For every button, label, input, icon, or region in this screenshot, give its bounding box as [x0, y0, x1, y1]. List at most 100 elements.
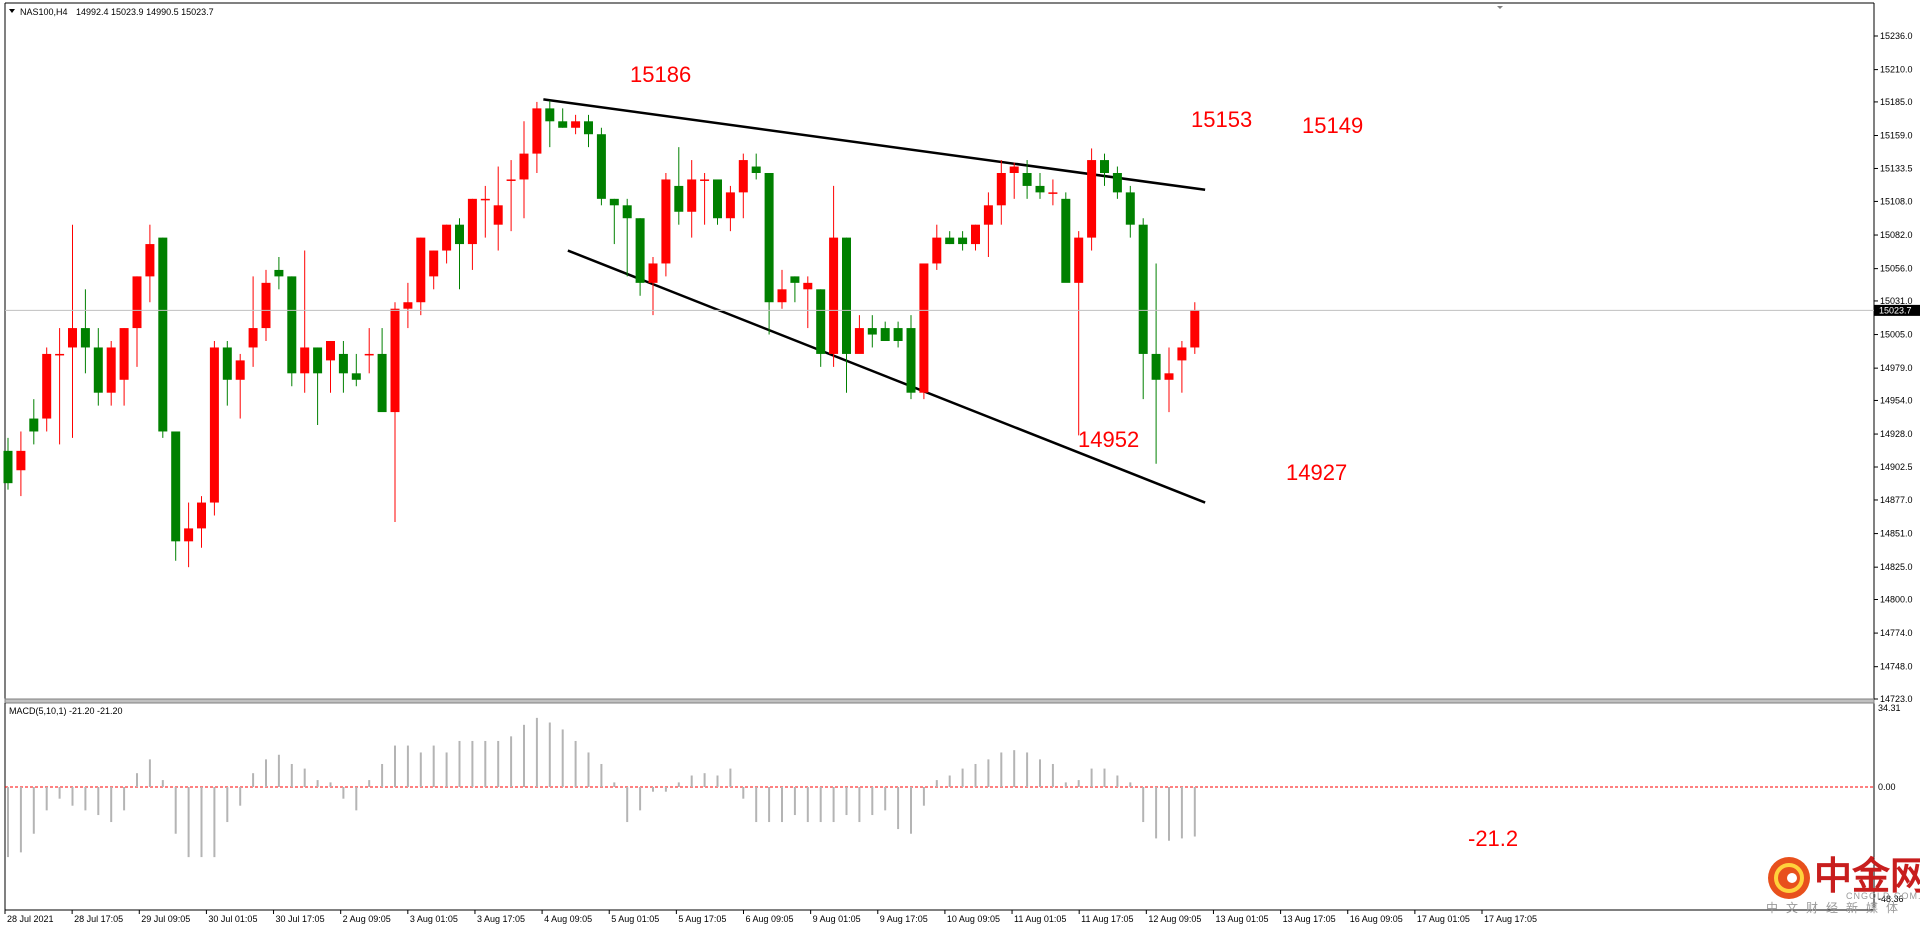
price-tick-label: 15210.0: [1880, 65, 1913, 75]
annotation-low-2: 14927: [1286, 460, 1347, 485]
candlestick: [1087, 148, 1097, 251]
candlestick: [816, 289, 826, 367]
candle-body: [584, 121, 593, 135]
price-tick-label: 15056.0: [1880, 264, 1913, 274]
candlestick: [532, 101, 542, 173]
time-tick-label: 5 Aug 17:05: [678, 914, 726, 924]
time-tick-label: 13 Aug 17:05: [1283, 914, 1336, 924]
candlestick: [1009, 162, 1019, 199]
candle-body: [119, 328, 129, 380]
candle-body: [1009, 166, 1019, 173]
candlestick: [880, 321, 890, 342]
candlestick: [313, 347, 323, 426]
candle-body: [3, 450, 13, 484]
candle-body: [622, 205, 632, 219]
candle-body: [519, 153, 529, 180]
candlestick: [429, 250, 439, 290]
candle-body: [545, 108, 555, 122]
candlestick: [558, 108, 568, 128]
candlestick: [68, 224, 77, 438]
price-tick-label: 14723.0: [1880, 694, 1913, 704]
candle-body: [274, 269, 284, 277]
time-tick-label: 28 Jul 17:05: [74, 914, 123, 924]
candlestick: [1061, 192, 1071, 283]
candlestick: [622, 198, 632, 277]
dropdown-triangle-icon[interactable]: [9, 9, 15, 13]
candlestick: [584, 114, 593, 148]
candlestick: [235, 353, 245, 419]
candlestick: [1164, 347, 1174, 413]
candlestick: [1138, 218, 1148, 400]
candle-body: [1190, 309, 1200, 348]
candle-body: [777, 289, 787, 303]
time-tick-label: 3 Aug 17:05: [477, 914, 525, 924]
candlestick: [261, 269, 271, 342]
candle-body: [1048, 192, 1058, 194]
candlestick: [29, 399, 39, 445]
time-tick-label: 9 Aug 17:05: [880, 914, 928, 924]
candlestick: [248, 276, 258, 367]
price-tick-label: 15031.0: [1880, 296, 1913, 306]
candlestick: [545, 100, 555, 148]
candle-body: [16, 450, 26, 471]
candle-body: [442, 224, 452, 251]
price-tick-label: 14825.0: [1880, 562, 1913, 572]
ohlc-label: 14992.4 15023.9 14990.5 15023.7: [76, 7, 214, 17]
time-tick-label: 12 Aug 09:05: [1148, 914, 1201, 924]
price-tick-label: 14851.0: [1880, 529, 1913, 539]
candle-body: [1177, 347, 1187, 361]
candlestick: [16, 431, 26, 497]
candle-body: [29, 418, 39, 432]
candle-body: [338, 353, 348, 374]
candle-body: [700, 179, 710, 181]
trendline[interactable]: [543, 98, 1206, 192]
candle-body: [854, 328, 864, 354]
macd-axis-bottom: -48.36: [1878, 894, 1904, 904]
candle-body: [184, 528, 194, 542]
time-tick-label: 6 Aug 09:05: [746, 914, 794, 924]
time-tick-label: 9 Aug 01:05: [813, 914, 861, 924]
candlestick: [996, 160, 1006, 225]
candle-body: [455, 224, 464, 245]
time-tick-label: 4 Aug 09:05: [544, 914, 592, 924]
symbol-label: NAS100,H4: [20, 7, 68, 17]
candlestick: [932, 224, 942, 270]
candlestick: [661, 172, 671, 277]
price-tick-label: 14748.0: [1880, 662, 1913, 672]
candlestick: [1125, 185, 1135, 238]
candle-body: [93, 347, 103, 393]
candlestick: [751, 153, 761, 180]
candlestick: [106, 341, 116, 406]
macd-label: MACD(5,10,1) -21.20 -21.20: [9, 706, 123, 716]
candle-body: [480, 198, 490, 201]
candle-body: [1100, 160, 1109, 173]
candle-body: [68, 328, 77, 348]
candle-body: [300, 347, 310, 374]
candlestick: [132, 276, 142, 367]
candlestick: [93, 328, 103, 406]
candlestick: [326, 341, 335, 393]
candle-body: [790, 276, 800, 283]
panel-separator[interactable]: [4, 698, 1875, 704]
candlestick: [222, 341, 232, 406]
candle-body: [661, 179, 671, 264]
candle-body: [106, 347, 116, 393]
candlestick: [416, 237, 426, 316]
candlestick: [609, 198, 619, 245]
annotation-high-1: 15186: [630, 62, 691, 87]
candle-body: [42, 353, 52, 419]
candlestick: [1100, 153, 1109, 186]
candle-body: [1138, 224, 1148, 354]
candle-body: [635, 218, 645, 283]
candle-body: [880, 328, 890, 342]
price-tick-label: 15185.0: [1880, 97, 1913, 107]
candle-body: [55, 353, 65, 356]
macd-histogram: [7, 717, 1196, 858]
candlestick: [700, 172, 710, 225]
scroll-marker-icon[interactable]: [1497, 6, 1503, 9]
price-tick-label: 14954.0: [1880, 395, 1913, 405]
candle-body: [1112, 172, 1122, 193]
candlestick: [971, 224, 980, 251]
trendline[interactable]: [567, 249, 1206, 504]
